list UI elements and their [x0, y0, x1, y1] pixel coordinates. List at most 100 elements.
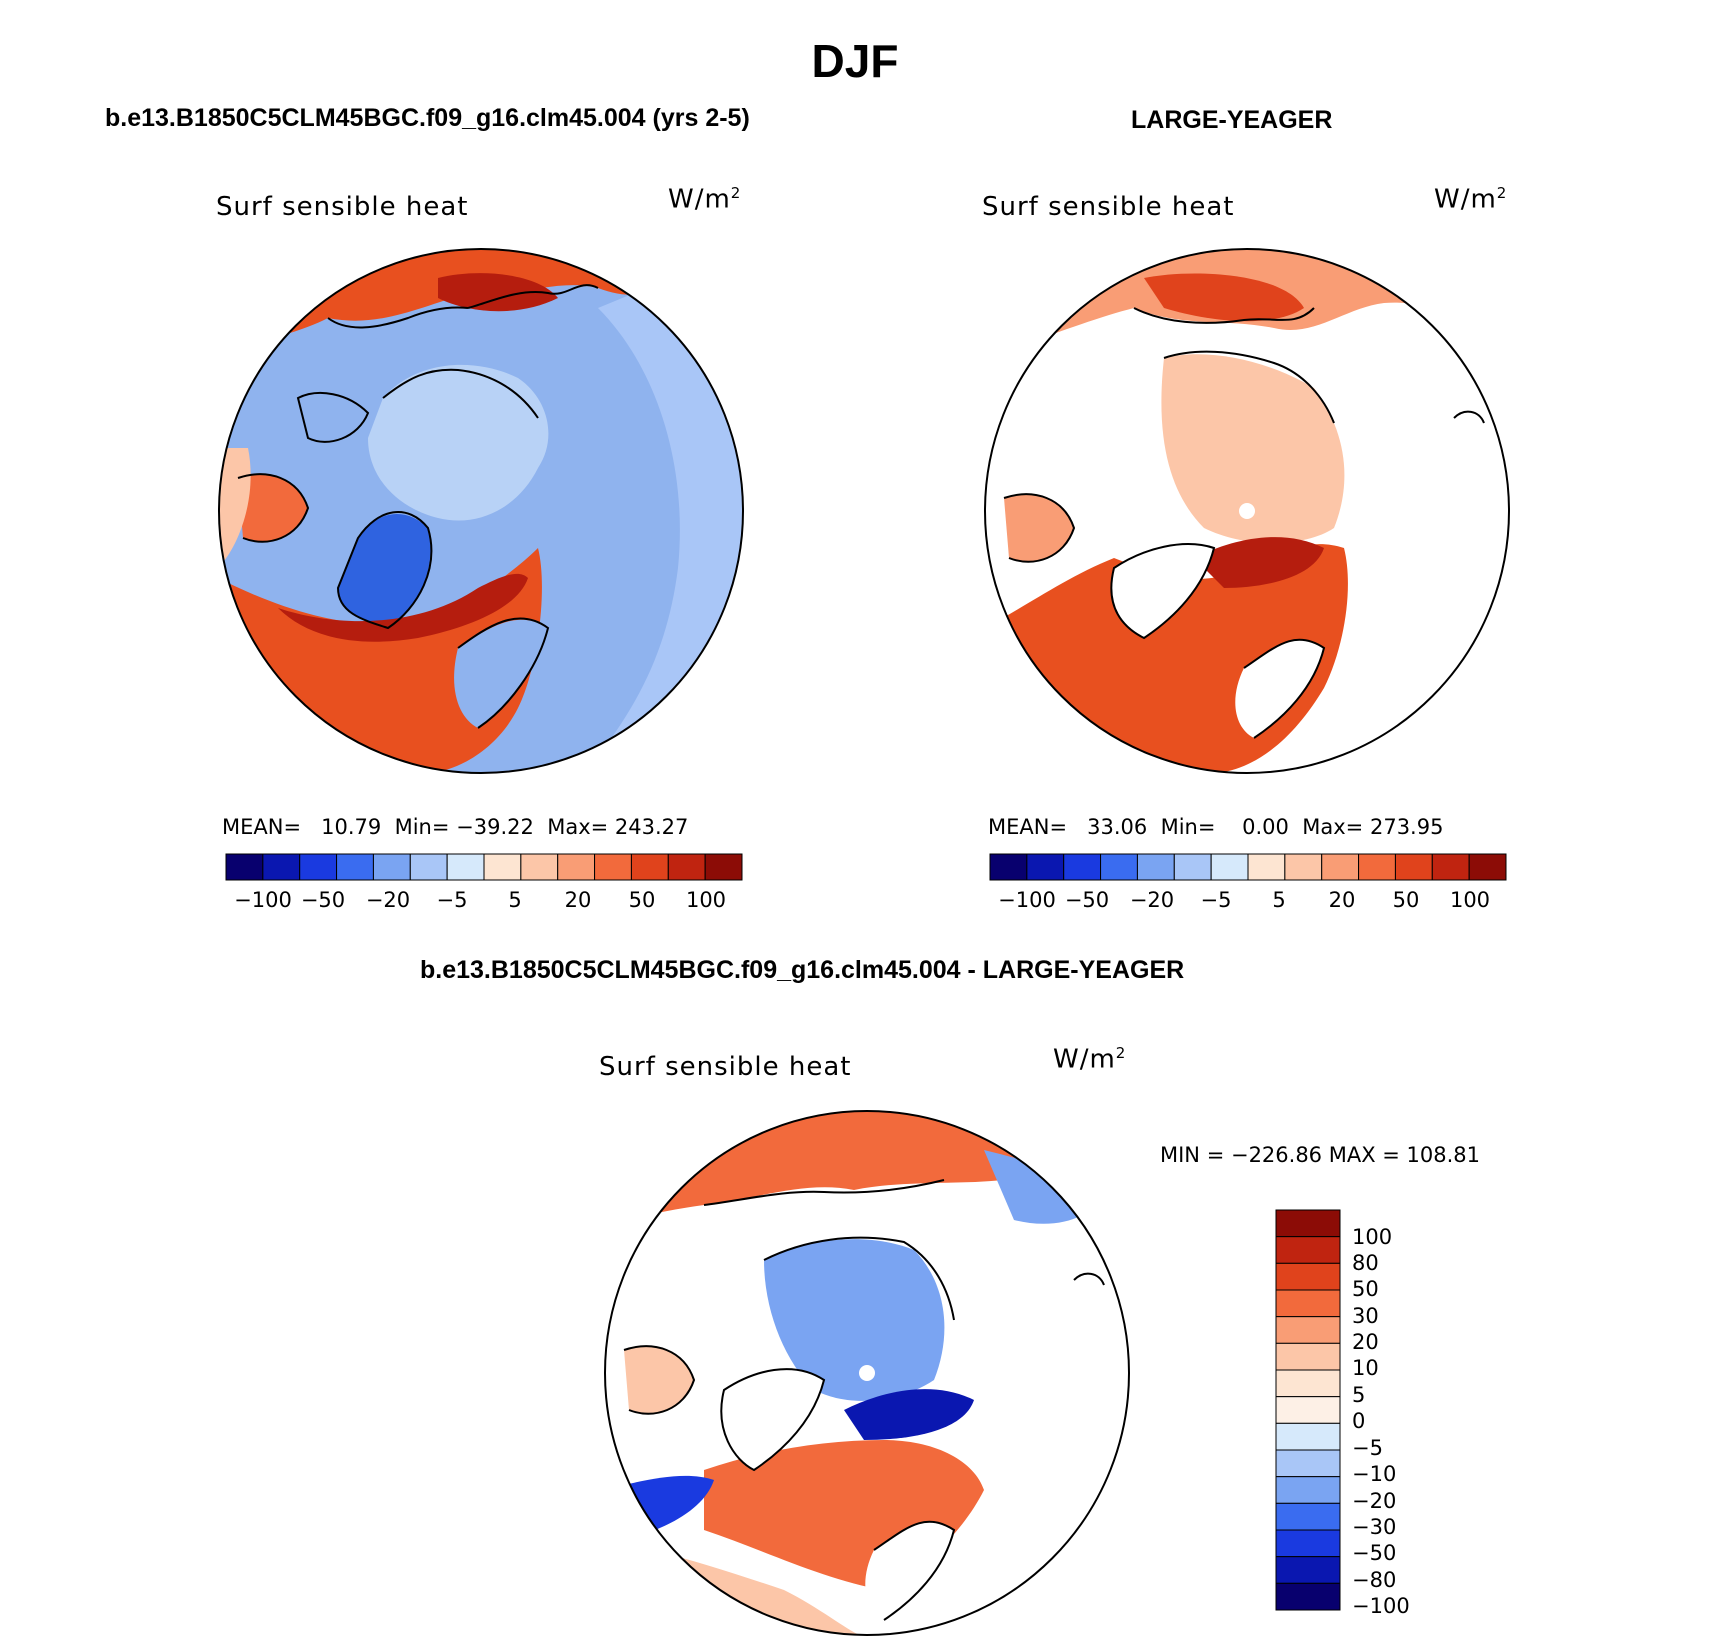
panel-2-europe-white	[1235, 639, 1324, 738]
panel-1-case-title: b.e13.B1850C5CLM45BGC.f09_g16.clm45.004 …	[105, 104, 750, 132]
panel-3-colorbar-tick: 5	[1352, 1383, 1366, 1407]
panel-1-max-label: Max=	[547, 815, 609, 839]
panel-1-colorbar-tick: −100	[234, 888, 292, 912]
colorbar-swatch	[630, 853, 669, 881]
panel-2-greenland-white	[1111, 544, 1214, 638]
colorbar-swatch	[1275, 1316, 1341, 1344]
panel-3-colorbar-tick: −10	[1352, 1462, 1397, 1486]
colorbar-swatch	[1275, 1502, 1341, 1531]
colorbar-swatch	[1210, 853, 1249, 881]
panel-3-barents-deep-blue	[844, 1389, 974, 1440]
colorbar-swatch	[1247, 853, 1286, 881]
panel-1-map-boundary	[218, 248, 744, 774]
colorbar-swatch	[1275, 1582, 1341, 1611]
colorbar-swatch	[1275, 1262, 1341, 1291]
colorbar-swatch	[1026, 853, 1065, 881]
panel-1-europe-land	[454, 619, 548, 728]
colorbar-swatch	[1275, 1369, 1341, 1398]
colorbar-swatch	[1275, 1396, 1341, 1424]
panel-3-coastlines	[623, 1179, 1105, 1621]
panel-3-colorbar-tick: −50	[1352, 1541, 1397, 1565]
panel-3-colorbar-tick: −20	[1352, 1489, 1397, 1513]
panel-3-greenland-white	[721, 1369, 824, 1470]
panel-3-colorbar-tick: 30	[1352, 1304, 1379, 1328]
colorbar-swatch	[1321, 853, 1360, 881]
panel-1-hudson-bay-hot	[438, 273, 558, 312]
colorbar-swatch	[1063, 853, 1102, 881]
panel-1-colorbar	[225, 853, 743, 881]
colorbar-swatch	[1275, 1289, 1341, 1318]
colorbar-swatch	[1394, 853, 1433, 881]
panel-1-colorbar-tick: −50	[300, 888, 346, 912]
panel-3-colorbar-tick: 80	[1352, 1251, 1379, 1275]
panel-1-arctic-ice	[368, 364, 549, 521]
panel-3-alaska-peach	[624, 1346, 694, 1414]
colorbar-swatch	[262, 853, 301, 881]
panel-2-variable-label: Surf sensible heat	[982, 192, 1235, 222]
panel-2-max-value: 273.95	[1369, 815, 1444, 839]
panel-2-colorbar-tick: −5	[1200, 888, 1232, 912]
panel-3-colorbar-tick: 20	[1352, 1330, 1379, 1354]
panel-2-hudson-hot	[1144, 273, 1304, 322]
panel-1-atlantic-hot	[278, 573, 528, 642]
panel-3-colorbar-tick: −30	[1352, 1515, 1397, 1539]
colorbar-swatch	[1275, 1236, 1341, 1264]
panel-3-units-label: W/m2	[1053, 1044, 1127, 1075]
panel-3-colorbar-tick: 10	[1352, 1356, 1379, 1380]
panel-1-units-label: W/m2	[668, 184, 742, 215]
colorbar-swatch	[667, 853, 706, 881]
colorbar-swatch	[989, 853, 1028, 881]
colorbar-swatch	[520, 853, 559, 881]
colorbar-swatch	[299, 853, 338, 881]
panel-1-stats: MEAN= 10.79 Min= −39.22 Max= 243.27	[222, 815, 688, 839]
panel-1-colorbar-tick: −20	[365, 888, 411, 912]
panel-3-minmax-label: MIN = −226.86 MAX = 108.81	[1160, 1143, 1481, 1167]
colorbar-swatch	[1275, 1556, 1341, 1584]
panel-2-case-title: LARGE-YEAGER	[1131, 106, 1333, 134]
colorbar-swatch	[1275, 1529, 1341, 1558]
panel-3-europe-white	[865, 1521, 954, 1620]
colorbar-swatch	[483, 853, 522, 881]
colorbar-swatch	[1275, 1449, 1341, 1478]
panel-2-colorbar-tick: −100	[998, 888, 1056, 912]
panel-2-atlantic-hot	[1194, 537, 1324, 588]
panel-3-colorbar-tick: −80	[1352, 1568, 1397, 1592]
colorbar-swatch	[1431, 853, 1470, 881]
panel-2-min-value: 0.00	[1242, 815, 1289, 839]
panel-2-pole-marker	[1239, 503, 1255, 519]
panel-1-colorbar-tick: 50	[628, 888, 656, 912]
panel-3-colorbar-tick: 0	[1352, 1409, 1366, 1433]
panel-2-map-boundary	[984, 248, 1510, 774]
colorbar-swatch	[225, 853, 264, 881]
colorbar-swatch	[336, 853, 374, 881]
panel-2-colorbar-tick: 5	[1272, 888, 1286, 912]
colorbar-swatch	[1275, 1476, 1341, 1504]
panel-2-colorbar-tick: 100	[1449, 888, 1491, 912]
colorbar-swatch	[1173, 853, 1212, 881]
panel-3-colorbar-tick: −5	[1352, 1436, 1383, 1460]
colorbar-swatch	[1275, 1342, 1341, 1371]
colorbar-swatch	[1136, 853, 1175, 881]
colorbar-swatch	[446, 853, 485, 881]
panel-1-variable-label: Surf sensible heat	[216, 192, 469, 222]
panel-1-mean-label: MEAN=	[222, 815, 302, 839]
panel-3-variable-label: Surf sensible heat	[599, 1052, 852, 1082]
panel-1-pacific-cold-band	[588, 249, 743, 773]
panel-1-left-edge-pale	[219, 448, 251, 568]
panel-3-colorbar-tick: −100	[1352, 1594, 1410, 1618]
panel-2-colorbar-tick: 50	[1392, 888, 1420, 912]
panel-3-arctic-blue	[764, 1239, 945, 1401]
colorbar-swatch	[1468, 853, 1507, 881]
panel-2-colorbar-tick: −50	[1064, 888, 1110, 912]
panel-2-stats: MEAN= 33.06 Min= 0.00 Max= 273.95	[988, 815, 1443, 839]
panel-1-colorbar-tick: 20	[564, 888, 592, 912]
colorbar-swatch	[704, 853, 743, 881]
panel-2-colorbar	[989, 853, 1507, 881]
panel-2-colorbar-tick: −20	[1129, 888, 1175, 912]
colorbar-swatch	[1100, 853, 1138, 881]
panel-2-max-label: Max=	[1302, 815, 1364, 839]
panel-2-mean-label: MEAN=	[988, 815, 1068, 839]
panel-2-min-label: Min=	[1160, 815, 1216, 839]
colorbar-swatch	[594, 853, 632, 881]
panel-2-alaska-peach	[1004, 494, 1074, 562]
